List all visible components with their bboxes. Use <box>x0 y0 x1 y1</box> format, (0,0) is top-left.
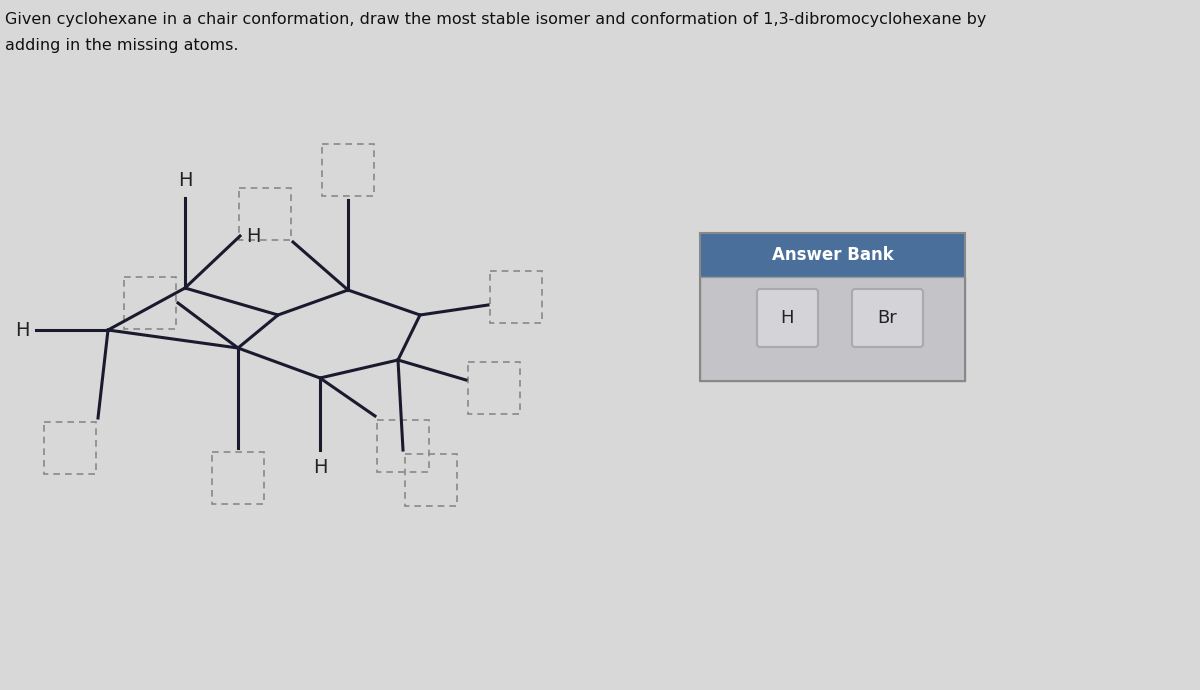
Bar <box>406 454 457 506</box>
Bar <box>700 277 965 381</box>
Bar <box>44 422 96 474</box>
Text: H: H <box>246 226 260 246</box>
Text: Given cyclohexane in a chair conformation, draw the most stable isomer and confo: Given cyclohexane in a chair conformatio… <box>5 12 986 27</box>
Bar <box>124 277 176 329</box>
Bar <box>700 233 965 381</box>
Bar <box>490 271 542 323</box>
Text: H: H <box>178 171 192 190</box>
Text: Answer Bank: Answer Bank <box>772 246 893 264</box>
Text: H: H <box>16 320 30 339</box>
Bar <box>322 144 374 196</box>
Text: adding in the missing atoms.: adding in the missing atoms. <box>5 38 239 53</box>
FancyBboxPatch shape <box>852 289 923 347</box>
Text: Br: Br <box>877 309 898 327</box>
Bar <box>212 452 264 504</box>
Bar <box>377 420 430 472</box>
Bar <box>700 233 965 277</box>
Text: H: H <box>313 458 328 477</box>
Text: H: H <box>781 309 794 327</box>
FancyBboxPatch shape <box>757 289 818 347</box>
Bar <box>468 362 520 414</box>
Bar <box>239 188 292 240</box>
